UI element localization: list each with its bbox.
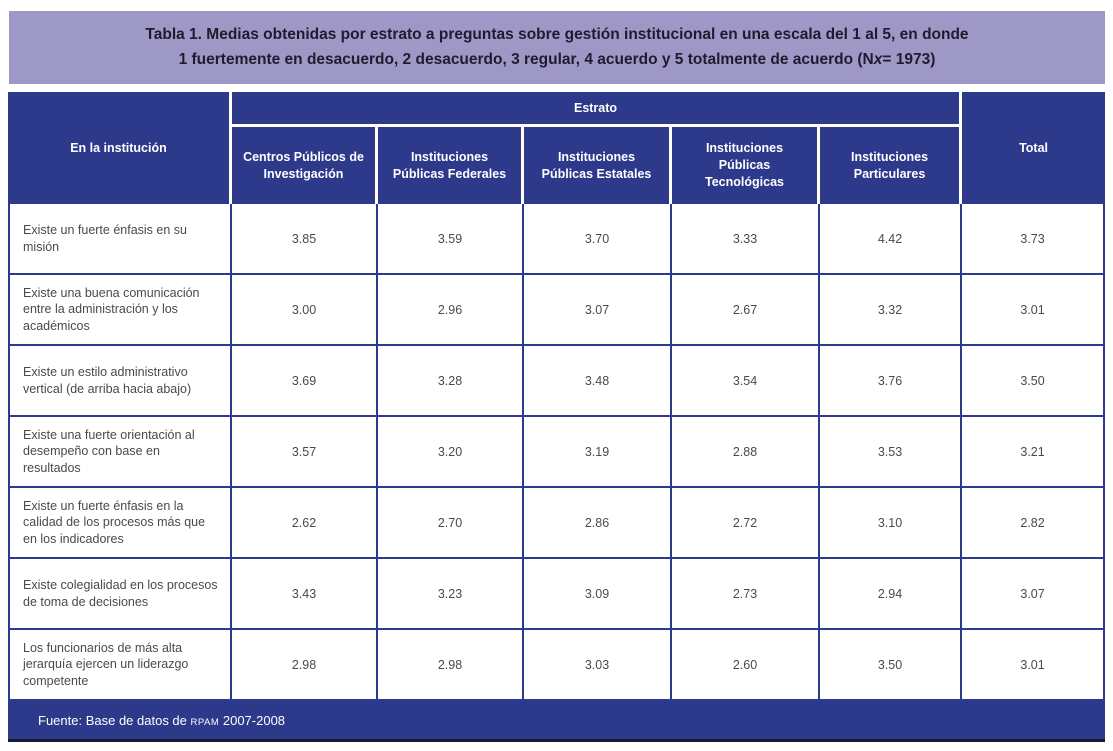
title-line-2-tail: = 1973): [882, 50, 936, 68]
source-note: Fuente: Base de datos de RPAM 2007-2008: [8, 701, 1106, 742]
source-text: Fuente: Base de datos de: [38, 712, 191, 728]
value-cell: 3.07: [524, 275, 672, 346]
value-cell: 3.50: [820, 630, 963, 701]
header-cell-publicas-federales: Instituciones Públicas Federales: [378, 127, 524, 204]
value-cell: 3.57: [232, 417, 378, 488]
value-cell: 2.70: [378, 488, 524, 559]
total-value-cell: 3.01: [962, 630, 1106, 701]
question-cell: Existe una buena comunicación entre la a…: [8, 275, 232, 346]
header-cell-total: Total: [962, 92, 1106, 204]
table-title: Tabla 1. Medias obtenidas por estrato a …: [9, 11, 1105, 84]
value-cell: 2.62: [232, 488, 378, 559]
value-cell: 4.42: [820, 204, 963, 275]
total-value-cell: 3.07: [962, 559, 1106, 630]
value-cell: 3.59: [378, 204, 524, 275]
title-line-1: Tabla 1. Medias obtenidas por estrato a …: [145, 26, 969, 44]
value-cell: 3.85: [232, 204, 378, 275]
table-row: Existe una buena comunicación entre la a…: [8, 275, 1106, 346]
value-cell: 3.10: [820, 488, 963, 559]
table-footer: Fuente: Base de datos de RPAM 2007-2008: [8, 701, 1106, 742]
value-cell: 3.53: [820, 417, 963, 488]
header-cell-publicas-estatales: Instituciones Públicas Estatales: [524, 127, 672, 204]
value-cell: 3.69: [232, 346, 378, 417]
header-cell-centros-publicos: Centros Públicos de Investigación: [232, 127, 378, 204]
question-cell: Existe un estilo administrativo vertical…: [8, 346, 232, 417]
data-table: En la institución Estrato Total Centros …: [8, 92, 1106, 742]
header-group-estrato: Estrato: [232, 92, 963, 127]
table-row: Existe colegialidad en los procesos de t…: [8, 559, 1106, 630]
value-cell: 3.43: [232, 559, 378, 630]
title-nx-italic: x: [873, 50, 883, 68]
source-abbr-rpam: RPAM: [190, 716, 220, 728]
table-row: Existe un fuerte énfasis en su misión 3.…: [8, 204, 1106, 275]
table-row: Existe un estilo administrativo vertical…: [8, 346, 1106, 417]
question-cell: Existe una fuerte orientación al desempe…: [8, 417, 232, 488]
value-cell: 2.73: [672, 559, 820, 630]
value-cell: 2.96: [378, 275, 524, 346]
table-header: En la institución Estrato Total Centros …: [8, 92, 1106, 204]
question-cell: Existe un fuerte énfasis en su misión: [8, 204, 232, 275]
question-cell: Existe un fuerte énfasis en la calidad d…: [8, 488, 232, 559]
total-value-cell: 3.73: [962, 204, 1106, 275]
value-cell: 3.20: [378, 417, 524, 488]
question-cell: Existe colegialidad en los procesos de t…: [8, 559, 232, 630]
value-cell: 2.98: [232, 630, 378, 701]
value-cell: 2.88: [672, 417, 820, 488]
value-cell: 2.72: [672, 488, 820, 559]
value-cell: 2.98: [378, 630, 524, 701]
value-cell: 3.54: [672, 346, 820, 417]
value-cell: 2.86: [524, 488, 672, 559]
value-cell: 3.09: [524, 559, 672, 630]
question-cell: Los funcionarios de más alta jerarquía e…: [8, 630, 232, 701]
total-value-cell: 3.50: [962, 346, 1106, 417]
header-cell-particulares: Instituciones Particulares: [820, 127, 963, 204]
value-cell: 3.03: [524, 630, 672, 701]
value-cell: 3.33: [672, 204, 820, 275]
table-body: Existe un fuerte énfasis en su misión 3.…: [8, 204, 1106, 701]
value-cell: 3.48: [524, 346, 672, 417]
value-cell: 2.94: [820, 559, 963, 630]
value-cell: 3.70: [524, 204, 672, 275]
value-cell: 3.23: [378, 559, 524, 630]
table-row: Existe una fuerte orientación al desempe…: [8, 417, 1106, 488]
table-row: Existe un fuerte énfasis en la calidad d…: [8, 488, 1106, 559]
value-cell: 3.32: [820, 275, 963, 346]
title-line-2-text: 1 fuertemente en desacuerdo, 2 desacuerd…: [178, 50, 874, 68]
value-cell: 3.28: [378, 346, 524, 417]
table-row: Los funcionarios de más alta jerarquía e…: [8, 630, 1106, 701]
value-cell: 2.60: [672, 630, 820, 701]
value-cell: 2.67: [672, 275, 820, 346]
source-years: 2007-2008: [219, 712, 286, 728]
header-cell-institution: En la institución: [8, 92, 232, 204]
source-row: Fuente: Base de datos de RPAM 2007-2008: [8, 701, 1106, 742]
value-cell: 3.19: [524, 417, 672, 488]
total-value-cell: 3.21: [962, 417, 1106, 488]
total-value-cell: 3.01: [962, 275, 1106, 346]
title-line-2: 1 fuertemente en desacuerdo, 2 desacuerd…: [39, 48, 1075, 72]
value-cell: 3.00: [232, 275, 378, 346]
value-cell: 3.76: [820, 346, 963, 417]
total-value-cell: 2.82: [962, 488, 1106, 559]
header-cell-publicas-tecnologicas: Instituciones Públicas Tecnológicas: [672, 127, 820, 204]
